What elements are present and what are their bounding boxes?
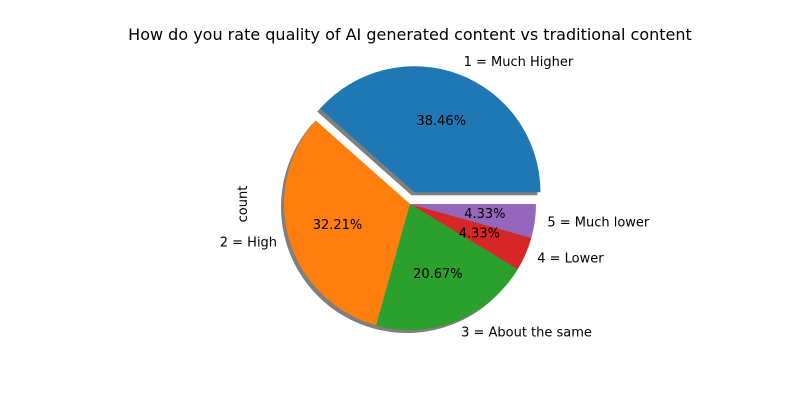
slice-label-1: 1 = Much Higher <box>464 55 574 70</box>
slice-label-2: 2 = High <box>220 236 277 251</box>
chart-title: How do you rate quality of AI generated … <box>128 25 692 44</box>
pie-slice-1 <box>320 66 541 193</box>
pie-slice-3 <box>376 204 518 330</box>
pie-slices <box>284 66 541 330</box>
pie-text: 1 = Much Higher 38.46% 2 = High 32.21% 3 = A… <box>220 55 650 340</box>
y-axis-label: count <box>236 186 251 223</box>
slice-value-label-5: 4.33% <box>464 207 505 222</box>
slice-label-4: 4 = Lower <box>537 252 604 267</box>
pie-slice-4 <box>410 204 532 270</box>
pie-slice-5 <box>410 204 536 238</box>
slice-value-label-1: 38.46% <box>416 114 466 129</box>
slice-label-3: 3 = About the same <box>461 325 592 340</box>
slice-value-label-3: 20.67% <box>413 267 463 282</box>
slice-value-label-4: 4.33% <box>459 227 500 242</box>
slice-value-label-2: 32.21% <box>313 218 363 233</box>
pie-slice-2 <box>284 120 410 326</box>
slice-label-5: 5 = Much lower <box>547 215 650 230</box>
